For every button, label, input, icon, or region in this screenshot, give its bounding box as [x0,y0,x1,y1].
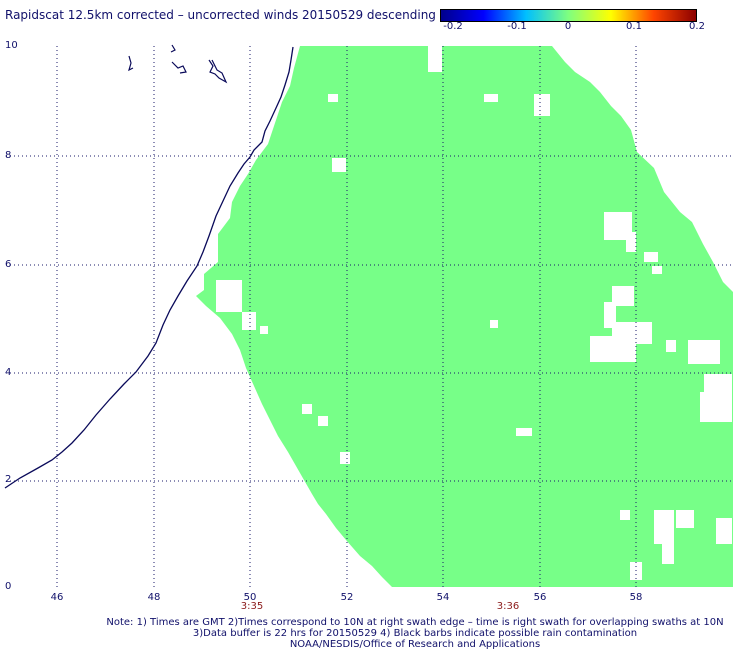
no-data-gap [340,452,350,464]
no-data-gap [652,266,662,274]
no-data-gap [620,510,630,520]
colorbar-tick-label: 0.2 [689,21,705,32]
x-tick-label: 56 [533,592,547,603]
colorbar-tick-label: 0.1 [626,21,642,32]
no-data-gap [328,94,338,102]
no-data-gap [332,158,346,172]
colorbar-tick-label: -0.2 [443,21,463,32]
map-title: Rapidscat 12.5km corrected – uncorrected… [5,8,436,22]
footnote-line: 3)Data buffer is 22 hrs for 20150529 4) … [192,628,638,639]
colorbar-tick-label: 0 [564,21,572,32]
y-tick-label: 0 [5,581,12,592]
y-tick-label: 4 [5,367,12,378]
no-data-gap [700,392,732,422]
colorbar-tick-label: -0.1 [507,21,527,32]
no-data-gap [688,340,720,364]
no-data-gap [490,320,498,328]
no-data-gap [516,428,532,436]
x-tick-label: 50 [243,592,257,603]
coastline [4,46,294,489]
footnote-line: NOAA/NESDIS/Office of Research and Appli… [289,639,541,650]
x-tick-label: 54 [436,592,450,603]
no-data-gap [534,94,550,116]
no-data-gap [216,280,242,312]
no-data-gap [654,510,674,544]
y-tick-label: 8 [5,150,12,161]
y-tick-label: 6 [5,259,12,270]
no-data-gap [242,312,256,330]
no-data-gap [716,518,732,544]
no-data-gap [666,340,676,352]
wind-difference-swath [196,46,733,587]
no-data-gap [590,336,636,362]
x-tick-label: 48 [147,592,161,603]
footnote-line: Note: 1) Times are GMT 2)Times correspon… [106,617,724,628]
no-data-gap [644,252,658,262]
no-data-gap [604,302,616,328]
x-tick-label: 52 [340,592,354,603]
pass-time-label: 3:36 [496,601,520,612]
pass-time-label: 3:35 [240,601,264,612]
island-outline [128,44,228,84]
no-data-gap [484,94,498,102]
y-tick-label: 10 [5,40,18,51]
colorbar [440,9,697,22]
no-data-gap [662,540,674,564]
x-tick-label: 58 [629,592,643,603]
no-data-gap [626,232,636,252]
no-data-gap [260,326,268,334]
no-data-gap [318,416,328,426]
y-tick-label: 2 [5,474,12,485]
no-data-gap [676,510,694,528]
x-tick-label: 46 [50,592,64,603]
no-data-gap [612,286,634,306]
graticule [6,46,734,588]
no-data-gap [302,404,312,414]
